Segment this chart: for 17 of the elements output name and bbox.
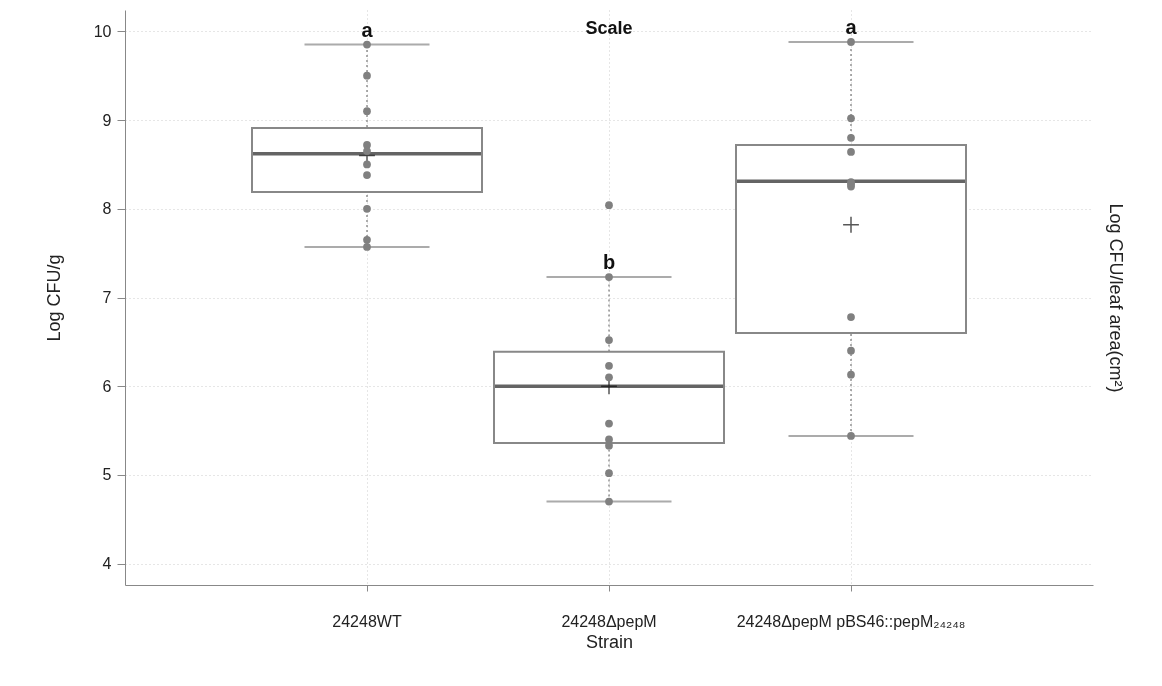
y-tick-label: 5 xyxy=(102,466,112,484)
x-tick-label: 24248WT xyxy=(332,612,402,630)
annotation: a xyxy=(845,15,858,38)
y-tick-label: 10 xyxy=(93,22,112,40)
annotation: b xyxy=(602,251,616,274)
y-tick-label: 9 xyxy=(102,111,112,129)
x-tick-label: 24248ΔpepM xyxy=(561,612,657,630)
y-axis-title: Log CFU/g xyxy=(43,254,64,342)
y-tick-label: 8 xyxy=(102,200,112,218)
y-tick-label: 6 xyxy=(102,377,112,395)
x-tick-label: 24248ΔpepM pBS46::pepM₂₄₂₄₈ xyxy=(736,612,966,630)
chart-title: Scale xyxy=(585,18,633,38)
y-tick-label: 7 xyxy=(102,289,112,306)
y-tick-label: 4 xyxy=(102,555,112,573)
x-axis-title: Strain xyxy=(585,631,634,652)
annotation: a xyxy=(361,18,374,41)
y2-axis-title: Log CFU/leaf area(cm²) xyxy=(1105,203,1126,393)
